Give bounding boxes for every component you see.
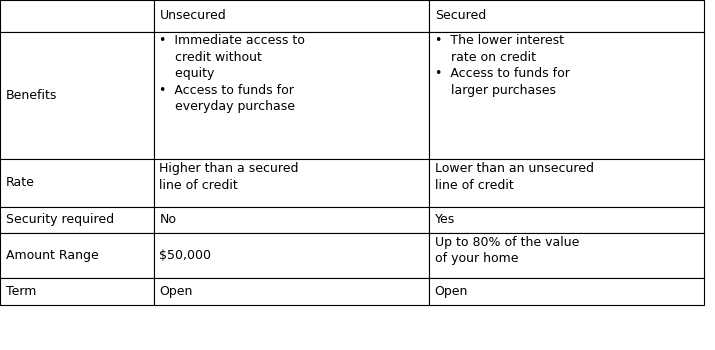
Bar <box>0 32 154 159</box>
Bar <box>429 206 704 233</box>
Text: •  The lower interest
    rate on credit
•  Access to funds for
    larger purch: • The lower interest rate on credit • Ac… <box>435 34 570 97</box>
Bar <box>154 159 429 206</box>
Text: Term: Term <box>6 285 36 298</box>
Bar <box>0 206 154 233</box>
Text: Rate: Rate <box>6 176 34 189</box>
Text: Up to 80% of the value
of your home: Up to 80% of the value of your home <box>435 236 579 265</box>
Bar <box>429 159 704 206</box>
Bar <box>429 0 704 32</box>
Text: Open: Open <box>159 285 193 298</box>
Bar <box>0 278 154 304</box>
Bar <box>0 233 154 278</box>
Text: $50,000: $50,000 <box>159 249 212 262</box>
Bar <box>154 32 429 159</box>
Text: Higher than a secured
line of credit: Higher than a secured line of credit <box>159 162 299 191</box>
Text: Unsecured: Unsecured <box>159 9 226 22</box>
Text: Amount Range: Amount Range <box>6 249 99 262</box>
Text: Benefits: Benefits <box>6 89 57 102</box>
Bar <box>0 159 154 206</box>
Bar <box>429 32 704 159</box>
Text: Lower than an unsecured
line of credit: Lower than an unsecured line of credit <box>435 162 593 191</box>
Bar <box>429 233 704 278</box>
Text: Yes: Yes <box>435 213 455 226</box>
Bar <box>429 278 704 304</box>
Bar <box>154 0 429 32</box>
Text: Security required: Security required <box>6 213 114 226</box>
Text: Open: Open <box>435 285 468 298</box>
Text: •  Immediate access to
    credit without
    equity
•  Access to funds for
    : • Immediate access to credit without equ… <box>159 34 305 113</box>
Bar <box>0 0 154 32</box>
Bar <box>154 278 429 304</box>
Text: No: No <box>159 213 177 226</box>
Text: Secured: Secured <box>435 9 486 22</box>
Bar <box>154 206 429 233</box>
Bar <box>154 233 429 278</box>
